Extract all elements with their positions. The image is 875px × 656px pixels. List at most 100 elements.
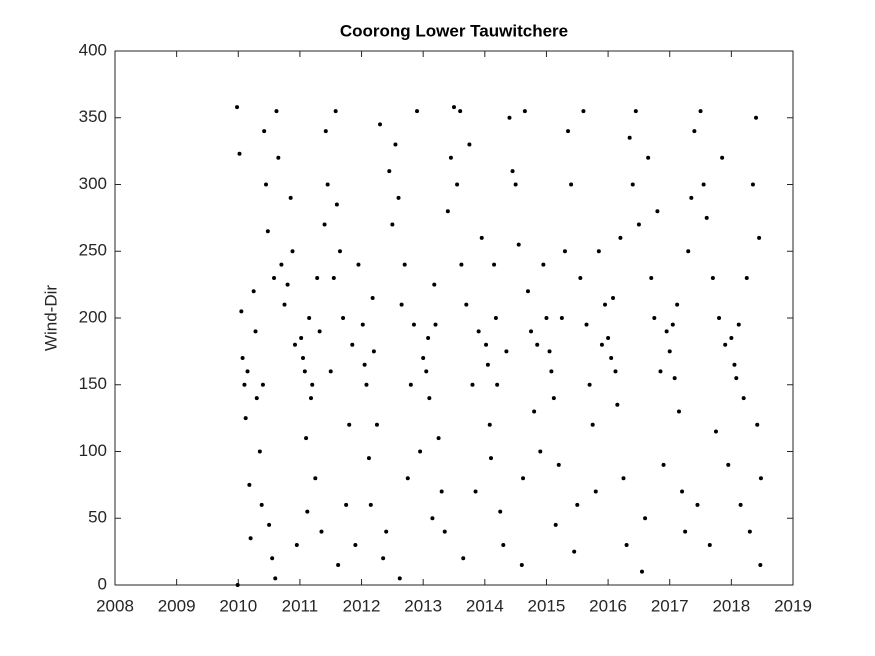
point [473,489,478,494]
point [243,416,248,421]
point [273,576,278,581]
point [581,109,586,114]
point [692,129,697,134]
point [729,336,734,341]
point [371,349,376,354]
point [396,195,401,200]
point [467,142,472,147]
point [418,449,423,454]
point [633,109,638,114]
point [755,422,760,427]
x-tick-label: 2019 [774,596,812,615]
point [317,329,322,334]
point [344,502,349,507]
point [452,105,456,110]
x-tick-label: 2015 [528,596,566,615]
point [556,462,561,467]
point [257,449,262,454]
point [672,376,677,381]
point [522,109,527,114]
point [433,322,438,327]
point [750,182,755,187]
point [334,202,339,207]
point [426,336,431,341]
point [732,362,737,367]
point [680,489,685,494]
point [302,369,307,374]
x-tick-label: 2010 [219,596,257,615]
point [492,262,497,267]
point [424,369,429,374]
point [701,182,706,187]
point [541,262,546,267]
point [387,169,392,174]
y-tick-label: 250 [79,241,107,260]
point [495,382,500,387]
point [689,195,694,200]
point [402,262,407,267]
point [265,229,270,234]
point [294,542,299,547]
x-tick-label: 2018 [712,596,750,615]
point [569,182,574,187]
point [378,122,383,127]
point [624,542,629,547]
point [405,476,410,481]
point [695,502,700,507]
point [337,249,342,254]
point [479,235,484,240]
point [242,382,247,387]
point [341,316,346,320]
point [547,349,552,354]
point [399,302,404,307]
point [421,356,426,361]
point [603,302,608,307]
point [758,562,763,567]
point [566,129,571,134]
point [336,562,341,567]
y-tick-label: 100 [79,441,107,460]
point [599,342,604,347]
point [393,142,398,147]
point [686,249,691,254]
x-tick-label: 2009 [158,596,196,615]
point [757,235,762,240]
point [723,342,728,347]
point [322,222,327,227]
point [360,322,365,327]
point [390,222,395,227]
point [572,549,577,554]
point [744,275,749,280]
point [707,542,712,547]
point [698,109,703,114]
point [307,316,312,320]
point [519,562,524,567]
point [476,329,481,334]
point [553,522,558,527]
point [487,422,492,427]
point [504,349,509,354]
point [501,542,506,547]
point [235,105,240,110]
point [455,182,460,187]
point [670,322,675,327]
point [649,275,654,280]
point [292,342,297,347]
point [254,396,259,401]
point [245,369,250,374]
point [661,462,666,467]
point [758,476,763,481]
point [713,429,718,434]
point [676,409,681,414]
point [606,336,611,341]
point [544,316,549,320]
point [630,182,635,187]
point [513,182,518,187]
point [621,476,626,481]
point [747,529,752,534]
point [704,215,709,220]
point [381,556,386,561]
point [323,129,328,134]
point [310,382,315,387]
